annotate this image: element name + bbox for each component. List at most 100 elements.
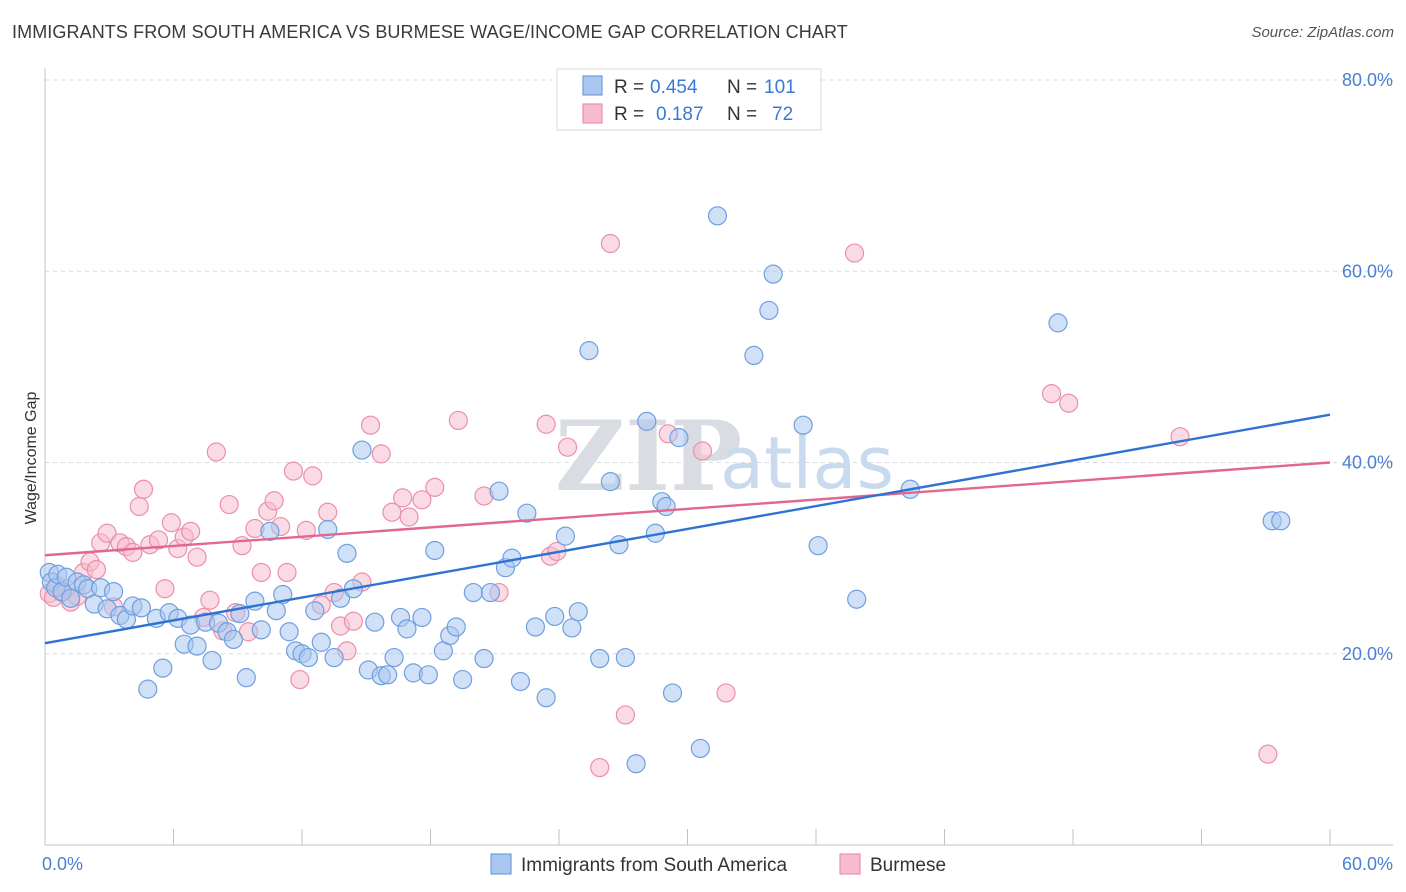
south-america-point xyxy=(744,345,764,365)
series-legend: Immigrants from South America Burmese xyxy=(490,853,946,876)
axes xyxy=(44,68,1393,846)
burmese-point xyxy=(318,502,338,522)
south-america-point xyxy=(1048,313,1068,333)
south-america-point xyxy=(545,606,565,627)
burmese-point xyxy=(1258,744,1278,764)
south-america-point xyxy=(298,647,319,668)
south-america-point xyxy=(759,300,779,321)
y-tick-label: 20.0% xyxy=(1342,644,1393,664)
south-america-point xyxy=(525,617,546,637)
burmese-point xyxy=(615,705,635,725)
south-america-point xyxy=(384,647,404,668)
series-swatch-burmese xyxy=(839,853,861,875)
burmese-point xyxy=(600,233,621,254)
south-america-point xyxy=(615,647,635,668)
trend-lines xyxy=(44,413,1331,645)
burmese-point xyxy=(161,513,181,533)
south-america-point xyxy=(562,618,582,638)
burmese-point xyxy=(251,562,271,583)
south-america-point xyxy=(378,665,398,685)
x-tick-label: 0.0% xyxy=(42,854,83,874)
south-america-point xyxy=(847,589,867,609)
legend-n-value-1: 101 xyxy=(764,77,796,98)
south-america-point xyxy=(763,264,783,284)
burmese-point xyxy=(716,683,736,703)
south-america-point xyxy=(555,526,576,546)
south-america-point xyxy=(793,415,813,435)
south-america-point xyxy=(463,582,483,603)
burmese-point xyxy=(692,441,713,461)
burmese-point xyxy=(206,442,226,462)
burmese-point xyxy=(187,547,207,567)
burmese-point xyxy=(86,559,107,580)
burmese-point xyxy=(264,491,284,511)
south-america-point xyxy=(568,602,588,622)
legend-n-label-2: N = xyxy=(727,104,757,125)
burmese-trend-line xyxy=(44,461,1331,557)
south-america-point xyxy=(131,598,151,618)
south-america-point xyxy=(1271,511,1291,531)
south-america-point xyxy=(662,683,683,703)
south-america-point xyxy=(637,411,657,431)
x-tick-label: 60.0% xyxy=(1342,854,1393,874)
burmese-point xyxy=(360,415,381,435)
burmese-point xyxy=(448,410,468,431)
legend-n-label-1: N = xyxy=(727,77,757,98)
south-america-point xyxy=(412,607,432,628)
south-america-point xyxy=(425,540,445,561)
burmese-point xyxy=(97,523,117,543)
south-america-point xyxy=(365,612,385,632)
south-america-point xyxy=(279,622,299,642)
burmese-point xyxy=(1059,393,1079,413)
source-label: Source: ZipAtlas.com xyxy=(1251,24,1394,41)
south-america-point xyxy=(656,496,676,517)
burmese-point xyxy=(155,579,175,599)
watermark: ZIP atlas xyxy=(555,400,894,513)
south-america-point xyxy=(669,428,689,448)
burmese-point xyxy=(129,496,149,517)
south-america-point xyxy=(337,543,357,563)
y-tick-label: 60.0% xyxy=(1342,261,1393,281)
burmese-point xyxy=(425,477,445,497)
south-america-point xyxy=(474,648,494,669)
south-america-point xyxy=(446,617,466,637)
burmese-point xyxy=(412,490,432,510)
south-america-point xyxy=(590,648,610,669)
burmese-point xyxy=(557,437,578,457)
burmese-point xyxy=(343,611,363,631)
south-america-point xyxy=(489,481,509,501)
burmese-point xyxy=(590,757,610,778)
south-america-point xyxy=(324,647,344,668)
burmese-point xyxy=(399,507,419,527)
south-america-point xyxy=(153,658,173,678)
south-america-point xyxy=(251,620,271,640)
burmese-point xyxy=(181,521,201,541)
tick-labels: 20.0% 40.0% 60.0% 80.0% 0.0% 60.0% xyxy=(42,70,1393,874)
south-america-point xyxy=(61,588,81,608)
south-america-point xyxy=(480,582,501,603)
south-america-point xyxy=(600,472,621,492)
legend-r-value-1: 0.454 xyxy=(650,77,698,98)
south-america-point xyxy=(609,535,629,555)
y-tick-label: 80.0% xyxy=(1342,70,1393,90)
south-america-point xyxy=(397,619,417,639)
south-america-point xyxy=(517,503,537,523)
south-america-point xyxy=(202,650,222,671)
legend-swatch-south-america xyxy=(582,75,603,96)
series-label-south-america: Immigrants from South America xyxy=(521,855,788,876)
south-america-point xyxy=(330,588,351,608)
series-swatch-south-america xyxy=(490,853,512,875)
south-america-point xyxy=(260,521,280,541)
south-america-point xyxy=(536,688,556,708)
legend-r-label-1: R = xyxy=(614,77,644,98)
south-america-point xyxy=(305,601,325,621)
burmese-point xyxy=(536,414,556,434)
south-america-point xyxy=(453,669,473,690)
burmese-point xyxy=(219,494,239,515)
chart-title: IMMIGRANTS FROM SOUTH AMERICA VS BURMESE… xyxy=(12,22,848,42)
south-america-point xyxy=(626,754,646,774)
burmese-point xyxy=(133,479,154,499)
burmese-point xyxy=(371,444,391,464)
burmese-point xyxy=(393,488,413,508)
